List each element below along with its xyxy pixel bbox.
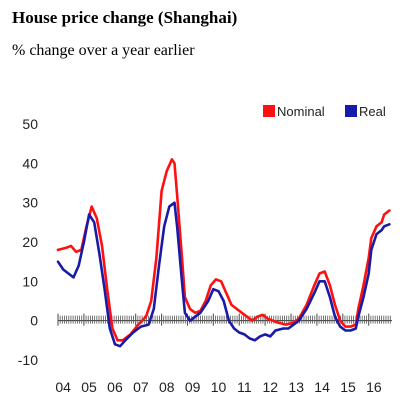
x-axis: 04 05 06 07 08 09 10 11 12 13 14 15 16 (55, 379, 381, 395)
legend-swatch-real (345, 105, 357, 117)
y-tick-label: 30 (22, 195, 38, 211)
series-layer (56, 158, 391, 348)
x-tick-label: 09 (185, 379, 201, 395)
x-tick-label: 06 (107, 379, 123, 395)
x-tick-label: 07 (133, 379, 149, 395)
legend-swatch-nominal (263, 105, 275, 117)
chart-title: House price change (Shanghai) (12, 8, 238, 27)
series-line-real (56, 201, 391, 348)
y-tick-label: 0 (30, 313, 38, 329)
x-tick-label: 10 (211, 379, 227, 395)
x-tick-label: 12 (263, 379, 279, 395)
y-tick-label: 40 (22, 155, 38, 171)
legend-label-real: Real (359, 104, 386, 119)
x-tick-label: 14 (314, 379, 330, 395)
legend-label-nominal: Nominal (277, 104, 325, 119)
x-tick-label: 16 (366, 379, 382, 395)
y-tick-label: 10 (22, 273, 38, 289)
series-line-nominal (56, 158, 391, 342)
x-tick-label: 04 (55, 379, 71, 395)
x-tick-label: 13 (288, 379, 304, 395)
x-tick-label: 11 (237, 379, 252, 395)
y-axis: 50 40 30 20 10 0 -10 (18, 116, 38, 368)
y-tick-label: 20 (22, 234, 38, 250)
x-tick-label: 08 (159, 379, 175, 395)
y-tick-label: -10 (18, 352, 38, 368)
legend: Nominal Real (263, 104, 386, 119)
chart-subtitle: % change over a year earlier (12, 42, 195, 59)
x-tick-label: 15 (340, 379, 356, 395)
zero-axis-ticks (57, 313, 392, 326)
x-tick-label: 05 (81, 379, 97, 395)
y-tick-label: 50 (22, 116, 38, 132)
